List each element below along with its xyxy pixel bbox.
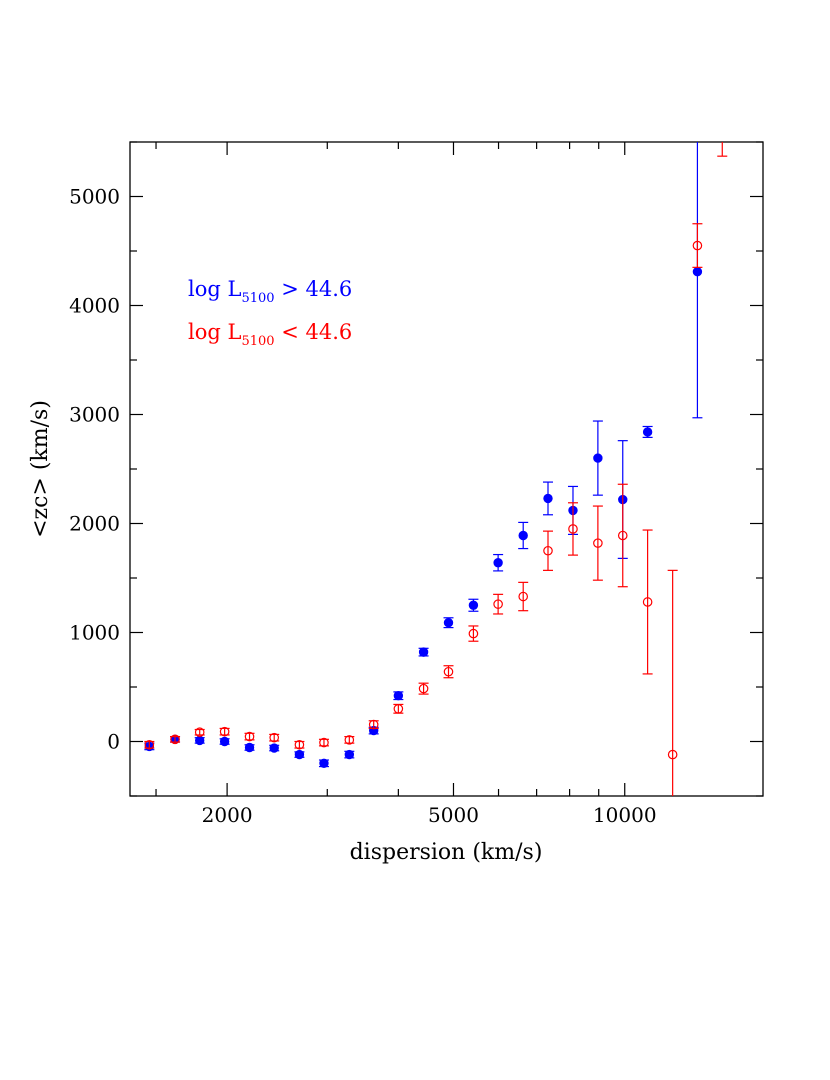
- legend-entry-2: log L5100 < 44.6: [188, 320, 352, 349]
- data-point: [443, 666, 454, 677]
- data-point: [269, 743, 279, 753]
- series-2: [144, 127, 728, 796]
- axis-ticks: [130, 141, 763, 797]
- x-tick-label: 5000: [428, 803, 479, 827]
- data-point: [294, 749, 305, 760]
- data-point: [518, 591, 529, 602]
- data-point: [617, 530, 628, 541]
- data-point: [692, 267, 703, 277]
- x-axis-title: dispersion (km/s): [350, 840, 543, 865]
- legend-label: log L: [188, 277, 241, 301]
- y-tick-label: 4000: [69, 294, 120, 318]
- data-point: [443, 617, 454, 628]
- data-point: [418, 647, 429, 657]
- data-point: [344, 735, 355, 745]
- plot-frame: [129, 141, 764, 797]
- axis-tick-labels: 0 1000 2000 3000 4000 5000 2000 5000 10000: [69, 185, 656, 828]
- legend-subscript: 5100: [241, 334, 274, 349]
- legend-threshold: < 44.6: [275, 320, 353, 344]
- legend-subscript: 5100: [241, 291, 274, 306]
- data-point: [194, 735, 205, 746]
- data-point: [642, 597, 653, 607]
- data-point: [393, 703, 404, 714]
- data-point: [219, 736, 230, 747]
- x-tick-label: 10000: [593, 803, 657, 827]
- data-point: [194, 727, 205, 738]
- legend-entry-1: log L5100 > 44.6: [188, 277, 352, 306]
- data-point: [144, 739, 155, 750]
- data-point: [593, 538, 603, 548]
- data-point: [692, 240, 703, 251]
- legend-threshold: > 44.6: [275, 277, 353, 301]
- y-tick-label: 5000: [69, 185, 120, 209]
- y-tick-label: 2000: [69, 512, 120, 536]
- data-point: [543, 493, 553, 504]
- data-point: [219, 726, 230, 737]
- data-point: [518, 530, 528, 541]
- data-point: [468, 628, 479, 639]
- data-point: [468, 600, 479, 610]
- y-tick-label: 1000: [69, 621, 120, 645]
- data-point: [568, 524, 578, 534]
- data-point: [319, 737, 329, 748]
- data-point: [718, 127, 726, 135]
- data-point: [344, 749, 355, 760]
- y-axis-title: <zc> (km/s): [28, 400, 53, 538]
- data-point: [642, 427, 653, 437]
- data-point: [319, 758, 329, 768]
- data-point: [418, 683, 429, 694]
- x-tick-label: 2000: [202, 803, 253, 827]
- y-tick-label: 3000: [69, 403, 120, 427]
- data-series: [144, 127, 728, 796]
- data-point: [244, 742, 255, 753]
- data-point: [543, 545, 553, 556]
- data-point: [493, 558, 503, 568]
- series-1: [144, 142, 703, 768]
- data-point: [269, 732, 280, 743]
- legend-label: log L: [188, 320, 241, 344]
- data-point: [170, 734, 180, 745]
- data-point: [493, 599, 503, 609]
- data-point: [368, 719, 379, 730]
- data-point: [244, 731, 255, 742]
- y-tick-label: 0: [107, 730, 120, 754]
- data-point: [593, 453, 603, 463]
- data-point: [393, 691, 404, 701]
- data-point: [294, 739, 305, 750]
- data-point: [667, 749, 678, 760]
